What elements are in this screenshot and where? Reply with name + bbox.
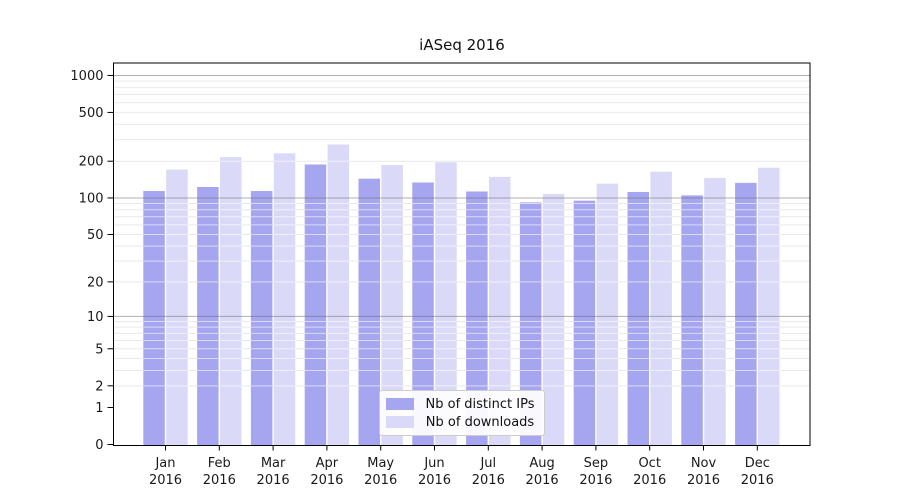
x-label-month-may: May [367,456,394,471]
bar-ips-oct [627,191,649,446]
x-label-year-apr: 2016 [310,473,343,488]
bar-downloads-dec [758,167,780,446]
x-label-year-may: 2016 [364,473,397,488]
bar-downloads-aug [542,193,565,446]
bar-ips-dec [735,182,757,446]
legend-item-distinct-ips: Nb of distinct IPs [386,397,536,412]
x-label-month-sep: Sep [584,456,609,471]
bar-downloads-jun [435,162,457,446]
x-label-month-oct: Oct [638,456,660,471]
legend-item-downloads: Nb of downloads [386,415,536,430]
x-label-year-sep: 2016 [579,473,612,488]
x-label-year-jul: 2016 [472,473,505,488]
x-label-month-jul: Jul [479,456,496,471]
bar-ips-sep [573,200,596,446]
bar-downloads-may [381,165,403,446]
y-tick-label-0: 0 [95,438,103,453]
x-label-month-mar: Mar [261,456,286,471]
chart-title: iASeq 2016 [419,36,505,54]
bar-downloads-nov [704,177,726,446]
x-label-month-apr: Apr [316,456,339,471]
x-label-month-jun: Jun [423,456,444,471]
y-tick-label-500: 500 [79,106,104,121]
bar-ips-nov [681,195,703,446]
x-label-year-jan: 2016 [149,473,182,488]
bar-downloads-oct [650,171,672,446]
bar-downloads-jul [489,176,511,446]
legend-label-downloads: Nb of downloads [425,414,535,430]
bar-downloads-apr [327,144,350,446]
bar-downloads-mar [273,153,296,446]
bar-ips-may [358,178,380,446]
x-label-year-jun: 2016 [418,473,451,488]
bar-downloads-feb [220,157,242,446]
x-label-year-oct: 2016 [633,473,666,488]
x-label-year-mar: 2016 [257,473,290,488]
y-tick-label-10: 10 [87,310,104,325]
y-tick-label-1000: 1000 [70,69,103,84]
y-tick-label-2: 2 [95,379,103,394]
bar-ips-apr [304,164,327,446]
legend: Nb of distinct IPs Nb of downloads [379,390,545,436]
bar-downloads-sep [596,183,619,446]
bar-downloads-jan [166,169,188,446]
y-tick-label-1: 1 [95,401,103,416]
y-tick-label-50: 50 [87,228,104,243]
x-label-year-aug: 2016 [526,473,559,488]
y-tick-label-5: 5 [95,342,103,357]
x-label-month-jan: Jan [154,456,175,471]
legend-swatch-downloads [386,416,414,428]
x-label-year-nov: 2016 [687,473,720,488]
y-tick-label-200: 200 [79,155,104,170]
x-label-month-feb: Feb [208,456,231,471]
bar-ips-jun [412,182,434,446]
x-label-year-dec: 2016 [741,473,774,488]
x-label-month-nov: Nov [691,456,717,471]
x-label-month-dec: Dec [745,456,770,471]
legend-label-distinct-ips: Nb of distinct IPs [425,396,535,412]
bar-ips-aug [519,202,542,446]
bar-ips-jul [466,191,488,446]
bar-ips-mar [250,191,273,446]
x-label-month-aug: Aug [529,456,554,471]
axis-frame [113,62,811,446]
y-tick-label-100: 100 [79,191,104,206]
legend-swatch-distinct-ips [386,398,414,410]
x-label-year-feb: 2016 [203,473,236,488]
bar-ips-jan [143,191,165,446]
y-tick-label-20: 20 [87,275,104,290]
